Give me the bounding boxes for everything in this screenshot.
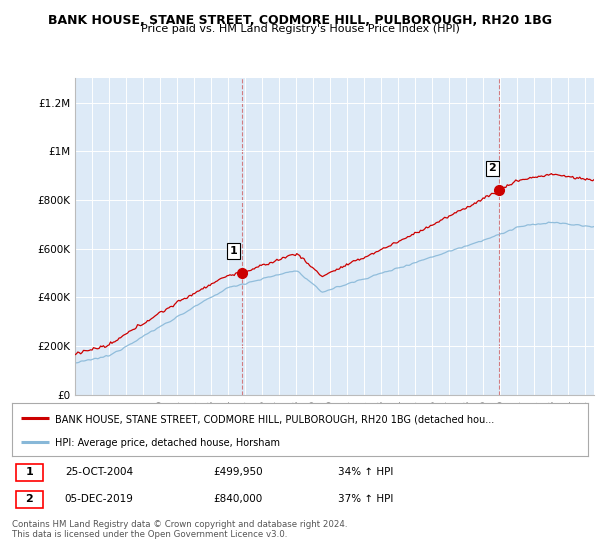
- Bar: [16, 464, 43, 480]
- Text: £499,950: £499,950: [214, 467, 263, 477]
- Text: BANK HOUSE, STANE STREET, CODMORE HILL, PULBOROUGH, RH20 1BG (detached hou...: BANK HOUSE, STANE STREET, CODMORE HILL, …: [55, 414, 494, 424]
- Text: BANK HOUSE, STANE STREET, CODMORE HILL, PULBOROUGH, RH20 1BG: BANK HOUSE, STANE STREET, CODMORE HILL, …: [48, 14, 552, 27]
- Text: 34% ↑ HPI: 34% ↑ HPI: [338, 467, 394, 477]
- Text: 37% ↑ HPI: 37% ↑ HPI: [338, 494, 394, 505]
- Text: 1: 1: [25, 467, 33, 477]
- Text: Contains HM Land Registry data © Crown copyright and database right 2024.
This d: Contains HM Land Registry data © Crown c…: [12, 520, 347, 539]
- Text: £840,000: £840,000: [214, 494, 263, 505]
- Text: 05-DEC-2019: 05-DEC-2019: [65, 494, 134, 505]
- Text: 1: 1: [230, 246, 238, 256]
- Text: Price paid vs. HM Land Registry's House Price Index (HPI): Price paid vs. HM Land Registry's House …: [140, 24, 460, 34]
- Bar: [16, 491, 43, 508]
- Text: 2: 2: [488, 164, 496, 174]
- Text: HPI: Average price, detached house, Horsham: HPI: Average price, detached house, Hors…: [55, 437, 280, 447]
- Text: 25-OCT-2004: 25-OCT-2004: [65, 467, 133, 477]
- Text: 2: 2: [25, 494, 33, 505]
